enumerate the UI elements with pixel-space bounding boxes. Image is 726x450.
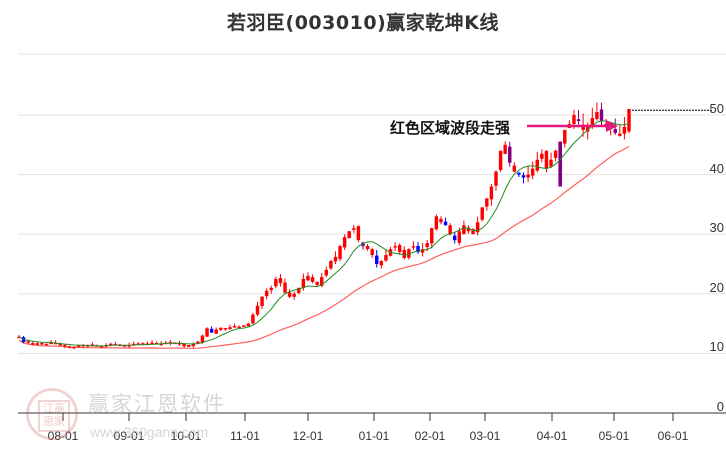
chart-title: 若羽臣(003010)赢家乾坤K线	[227, 12, 499, 34]
x-tick-label: 11-01	[230, 429, 260, 443]
x-tick-label: 10-01	[170, 429, 202, 443]
watermark-seal-text: 江赢恩家	[38, 400, 70, 432]
ma-long-line	[18, 145, 630, 349]
x-tick-label: 04-01	[536, 429, 568, 443]
x-axis	[18, 109, 726, 421]
y-tick-label: 40	[709, 160, 724, 176]
y-tick-label: 10	[709, 339, 724, 355]
x-tick-label: 05-01	[598, 429, 630, 443]
y-tick-label: 0	[716, 399, 724, 414]
annotation-label: 红色区域波段走强	[390, 119, 511, 137]
x-tick-label: 01-01	[358, 429, 390, 443]
watermark-url: www.360gann.com	[90, 424, 209, 440]
y-tick-label: 50	[709, 101, 724, 116]
y-tick-label: 30	[709, 220, 724, 236]
x-tick-label: 12-01	[292, 429, 324, 443]
grid-lines	[18, 53, 726, 354]
x-tick-label: 03-01	[469, 429, 501, 443]
candlesticks	[17, 102, 631, 350]
watermark-seal-icon: 江赢恩家	[26, 388, 78, 440]
ma-short-line	[18, 120, 630, 347]
annotation-arrow	[527, 120, 618, 132]
watermark-brand: 赢家江恩软件	[88, 392, 226, 416]
x-tick-label: 02-01	[414, 429, 446, 443]
x-tick-label: 09-01	[113, 429, 145, 443]
x-tick-label: 06-01	[657, 429, 689, 443]
y-tick-label: 20	[709, 279, 724, 295]
